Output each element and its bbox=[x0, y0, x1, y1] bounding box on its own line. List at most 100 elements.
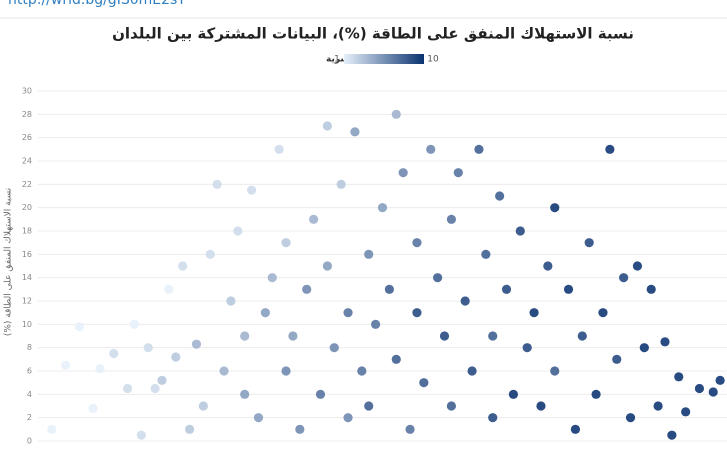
scatter-point bbox=[715, 375, 725, 385]
scatter-point bbox=[446, 214, 456, 224]
scatter-point bbox=[460, 296, 470, 306]
scatter-point bbox=[281, 366, 291, 376]
scatter-point bbox=[136, 430, 146, 440]
scatter-point bbox=[488, 331, 498, 341]
scatter-point bbox=[446, 401, 456, 411]
scatter-point bbox=[550, 203, 560, 213]
scatter-point bbox=[508, 389, 519, 399]
scatter-point bbox=[632, 261, 643, 271]
scatter-point bbox=[439, 331, 450, 341]
scatter-point bbox=[288, 331, 298, 341]
y-tick-label: 18 bbox=[22, 227, 32, 236]
scatter-point bbox=[47, 424, 57, 434]
scatter-point bbox=[191, 339, 202, 349]
scatter-point bbox=[309, 214, 319, 224]
scatter-point bbox=[315, 389, 326, 399]
scatter-point bbox=[281, 238, 291, 248]
y-tick-label: 16 bbox=[22, 250, 32, 259]
scatter-point bbox=[240, 389, 250, 399]
scatter-point bbox=[240, 331, 250, 341]
y-tick-label: 24 bbox=[22, 157, 32, 166]
scatter-point bbox=[515, 226, 525, 236]
scatter-point bbox=[412, 238, 422, 248]
scatter-point bbox=[391, 354, 401, 364]
scatter-point bbox=[598, 308, 608, 318]
scatter-point bbox=[384, 284, 394, 294]
scatter-point bbox=[219, 366, 229, 376]
scatter-point bbox=[95, 364, 105, 374]
legend-min-label: 1 bbox=[334, 55, 340, 65]
scatter-point bbox=[184, 424, 195, 434]
scatter-point bbox=[591, 389, 601, 399]
scatter-point bbox=[405, 424, 415, 434]
scatter-point bbox=[226, 296, 236, 306]
scatter-point bbox=[584, 238, 594, 248]
scatter-point bbox=[295, 424, 305, 434]
scatter-point bbox=[164, 284, 174, 294]
scatter-point bbox=[419, 378, 429, 388]
scatter-point bbox=[474, 144, 484, 154]
scatter-point bbox=[570, 424, 581, 434]
y-tick-label: 14 bbox=[22, 273, 32, 282]
y-tick-label: 2 bbox=[27, 413, 32, 422]
scatter-point bbox=[391, 109, 401, 119]
y-tick-label: 26 bbox=[22, 133, 32, 142]
scatter-point bbox=[336, 179, 346, 189]
scatter-point bbox=[129, 319, 140, 329]
scatter-point bbox=[357, 366, 367, 376]
y-tick-label: 4 bbox=[27, 390, 32, 399]
legend-colorbar bbox=[344, 54, 424, 64]
scatter-point bbox=[343, 308, 353, 318]
scatter-point bbox=[522, 343, 532, 353]
scatter-point bbox=[109, 348, 119, 359]
scatter-point bbox=[371, 319, 381, 329]
scatter-point bbox=[198, 401, 208, 411]
scatter-point bbox=[646, 284, 656, 294]
scatter-point bbox=[433, 273, 443, 283]
scatter-point bbox=[74, 322, 84, 332]
y-tick-label: 10 bbox=[22, 320, 32, 329]
scatter-point bbox=[550, 366, 560, 376]
scatter-point bbox=[322, 121, 332, 131]
scatter-point bbox=[364, 401, 374, 411]
scatter-point bbox=[529, 308, 539, 318]
scatter-point bbox=[495, 191, 505, 201]
scatter-point bbox=[233, 226, 243, 236]
scatter-point bbox=[577, 331, 587, 341]
scatter-point bbox=[467, 366, 477, 376]
chart-title: نسبة الاستهلاك المنفق على الطاقة (%)، ال… bbox=[112, 25, 634, 43]
scatter-point bbox=[412, 308, 422, 318]
y-tick-label: 6 bbox=[27, 367, 32, 376]
y-tick-label: 0 bbox=[27, 437, 32, 446]
scatter-point bbox=[708, 387, 718, 397]
legend-max-label: 10 bbox=[427, 55, 439, 65]
scatter-point bbox=[660, 337, 670, 347]
scatter-point bbox=[350, 127, 360, 137]
scatter-point bbox=[488, 413, 498, 423]
scatter-point bbox=[639, 343, 649, 353]
y-tick-label: 12 bbox=[22, 297, 32, 306]
scatter-point bbox=[612, 354, 622, 364]
scatter-point bbox=[205, 249, 215, 259]
y-tick-label: 28 bbox=[22, 110, 32, 119]
source-link[interactable]: http://wrld.bg/gIS0mE2sY bbox=[8, 0, 186, 8]
scatter-point bbox=[481, 249, 491, 259]
y-axis-label: نسبة الاستهلاك المنفق على الطاقة (%) bbox=[4, 188, 14, 336]
scatter-point bbox=[674, 372, 684, 382]
scatter-point bbox=[267, 273, 277, 283]
scatter-point bbox=[329, 343, 339, 353]
scatter-point bbox=[625, 413, 636, 423]
scatter-point bbox=[398, 168, 408, 178]
scatter-point bbox=[453, 168, 463, 178]
scatter-point bbox=[88, 403, 98, 413]
scatter-point bbox=[563, 284, 574, 294]
scatter-point bbox=[178, 261, 188, 271]
scatter-point bbox=[605, 144, 615, 154]
scatter-point bbox=[246, 185, 257, 195]
scatter-point bbox=[501, 284, 512, 294]
scatter-point bbox=[60, 360, 71, 370]
scatter-point bbox=[364, 249, 374, 259]
scatter-point bbox=[681, 407, 691, 417]
